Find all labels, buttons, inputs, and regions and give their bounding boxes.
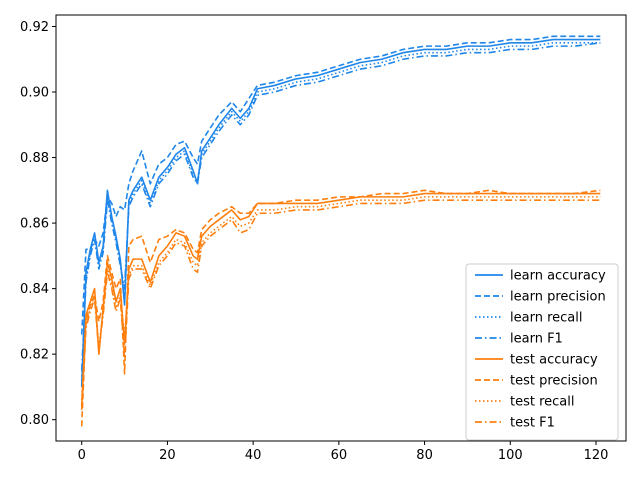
series-layer — [80, 35, 601, 427]
legend: learn accuracy learn precision learn recal… — [465, 263, 619, 441]
legend-label: test accuracy — [510, 353, 598, 368]
legend-box — [465, 263, 619, 441]
y-tick-label: 0.86 — [20, 217, 49, 232]
series-line-test-F1 — [80, 199, 601, 410]
series-line-learn-precision — [80, 35, 601, 335]
x-tick-label: 100 — [498, 448, 523, 463]
series-line-test-precision — [80, 189, 601, 427]
x-tick-label: 20 — [159, 448, 176, 463]
legend-label: learn precision — [510, 290, 606, 305]
y-tick-label: 0.82 — [20, 348, 49, 363]
x-tick-label: 0 — [78, 448, 86, 463]
legend-label: learn accuracy — [510, 269, 606, 284]
y-tick-label: 0.92 — [20, 20, 49, 35]
x-tick-label: 60 — [331, 448, 348, 463]
series-line-learn-F1 — [80, 42, 601, 371]
x-tick-label: 80 — [416, 448, 433, 463]
series-line-learn-recall — [80, 42, 601, 381]
x-tick-label: 120 — [584, 448, 609, 463]
y-tick-label: 0.80 — [20, 413, 49, 428]
y-axis: 0.80 0.82 0.84 0.86 0.88 0.90 0.92 — [20, 20, 56, 428]
y-tick-label: 0.88 — [20, 151, 49, 166]
y-tick-label: 0.90 — [20, 86, 49, 101]
x-tick-label: 40 — [245, 448, 262, 463]
legend-label: learn F1 — [510, 332, 563, 347]
legend-label: test precision — [510, 374, 598, 389]
y-tick-label: 0.84 — [20, 282, 49, 297]
x-axis: 0 20 40 60 80 100 120 — [78, 441, 609, 463]
legend-label: test F1 — [510, 416, 555, 431]
legend-label: test recall — [510, 395, 575, 410]
series-line-learn-accuracy — [80, 38, 601, 387]
legend-label: learn recall — [510, 311, 582, 326]
series-line-test-recall — [80, 196, 601, 401]
plot-frame — [55, 14, 627, 442]
